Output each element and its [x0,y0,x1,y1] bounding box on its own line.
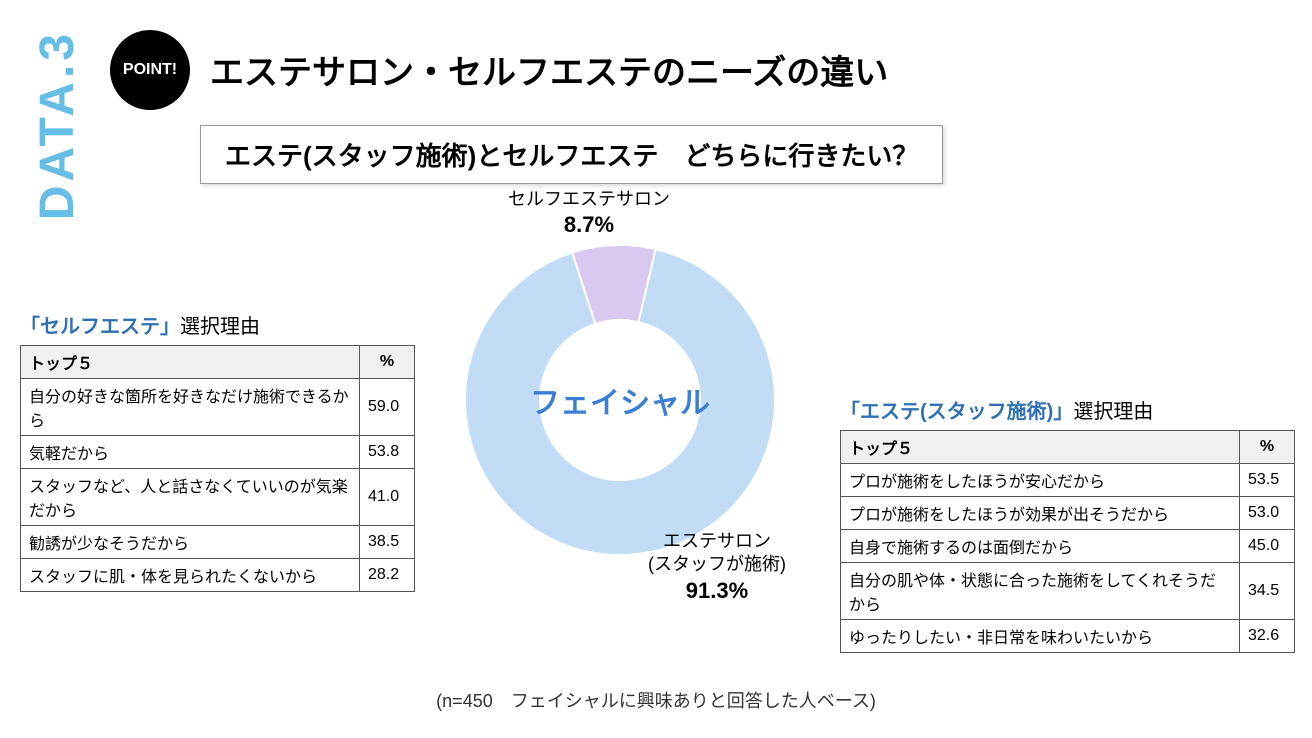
left-reason-rest: 選択理由 [180,316,260,338]
row-pct: 28.2 [360,559,415,592]
slice-staff-name1: エステサロン [648,530,786,553]
footer-note: (n=450 フェイシャルに興味ありと回答した人ベース) [436,687,876,713]
row-pct: 53.8 [360,436,415,469]
right-reason-block: 「エステ(スタッフ施術)」選択理由 トップ５ % プロが施術をしたほうが安心だか… [840,395,1295,653]
row-label: スタッフなど、人と話さなくていいのが気楽だから [21,469,360,526]
page-title: エステサロン・セルフエステのニーズの違い [210,45,888,94]
row-pct: 41.0 [360,469,415,526]
row-label: 自身で施術するのは面倒だから [841,530,1240,563]
right-reason-title: 「エステ(スタッフ施術)」選択理由 [840,395,1295,424]
row-label: 自分の好きな箇所を好きなだけ施術できるから [21,379,360,436]
row-pct: 34.5 [1240,563,1295,620]
table-row: 気軽だから53.8 [21,436,415,469]
slice-staff-name2: (スタッフが施術) [648,553,786,576]
row-label: 勧誘が少なそうだから [21,526,360,559]
right-th-pct: % [1240,431,1295,464]
table-row: プロが施術をしたほうが効果が出そうだから53.0 [841,497,1295,530]
table-row: スタッフなど、人と話さなくていいのが気楽だから41.0 [21,469,415,526]
row-pct: 59.0 [360,379,415,436]
row-pct: 53.0 [1240,497,1295,530]
row-pct: 38.5 [360,526,415,559]
table-row: 自身で施術するのは面倒だから45.0 [841,530,1295,563]
slice-self-pct: 8.7% [508,211,670,240]
right-th-label: トップ５ [841,431,1240,464]
left-th-pct: % [360,346,415,379]
slice-self-name: セルフエステサロン [508,188,670,211]
left-reason-accent: 「セルフエステ」 [20,316,180,338]
row-label: ゆったりしたい・非日常を味わいたいから [841,620,1240,653]
donut-chart: フェイシャル セルフエステサロン 8.7% エステサロン (スタッフが施術) 9… [420,200,820,600]
slice-label-staff: エステサロン (スタッフが施術) 91.3% [648,530,786,605]
table-row: 自分の肌や体・状態に合った施術をしてくれそうだから34.5 [841,563,1295,620]
point-badge: POINT! [110,30,190,110]
right-reason-accent: 「エステ(スタッフ施術)」 [840,401,1073,423]
left-reason-block: 「セルフエステ」選択理由 トップ５ % 自分の好きな箇所を好きなだけ施術できるか… [20,310,415,592]
table-row: スタッフに肌・体を見られたくないから28.2 [21,559,415,592]
row-pct: 32.6 [1240,620,1295,653]
right-top5-table: トップ５ % プロが施術をしたほうが安心だから53.5プロが施術をしたほうが効果… [840,430,1295,653]
left-th-label: トップ５ [21,346,360,379]
right-reason-rest: 選択理由 [1073,401,1153,423]
table-row: プロが施術をしたほうが安心だから53.5 [841,464,1295,497]
row-pct: 45.0 [1240,530,1295,563]
row-label: スタッフに肌・体を見られたくないから [21,559,360,592]
table-row: 自分の好きな箇所を好きなだけ施術できるから59.0 [21,379,415,436]
row-label: 気軽だから [21,436,360,469]
table-row: ゆったりしたい・非日常を味わいたいから32.6 [841,620,1295,653]
row-pct: 53.5 [1240,464,1295,497]
left-reason-title: 「セルフエステ」選択理由 [20,310,415,339]
row-label: 自分の肌や体・状態に合った施術をしてくれそうだから [841,563,1240,620]
donut-center-label: フェイシャル [530,378,710,422]
row-label: プロが施術をしたほうが安心だから [841,464,1240,497]
table-row: 勧誘が少なそうだから38.5 [21,526,415,559]
row-label: プロが施術をしたほうが効果が出そうだから [841,497,1240,530]
slice-label-self: セルフエステサロン 8.7% [508,188,670,240]
point-badge-text: POINT! [123,61,177,79]
data-number-label: DATA.3 [30,30,85,220]
slice-staff-pct: 91.3% [648,577,786,606]
subtitle-box: エステ(スタッフ施術)とセルフエステ どちらに行きたい？ [200,125,943,184]
left-top5-table: トップ５ % 自分の好きな箇所を好きなだけ施術できるから59.0気軽だから53.… [20,345,415,592]
